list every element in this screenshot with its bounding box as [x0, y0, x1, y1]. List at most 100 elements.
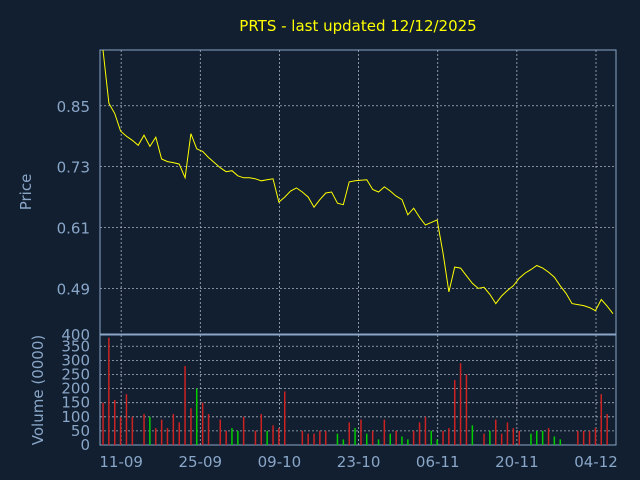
volume-bar: [272, 425, 274, 445]
volume-bar: [559, 439, 561, 445]
volume-bar: [577, 430, 579, 445]
volume-bar: [278, 428, 280, 445]
volume-bar: [160, 419, 163, 445]
date-tick-label: 06-11: [416, 453, 460, 471]
volume-bar: [436, 439, 438, 445]
date-tick-label: 20-11: [495, 453, 539, 471]
volume-bar: [119, 416, 122, 445]
volume-bar: [582, 430, 585, 445]
volume-bar: [495, 419, 497, 445]
volume-bar: [588, 430, 591, 445]
volume-bar: [231, 428, 233, 445]
volume-bar: [530, 433, 532, 445]
volume-grid: [100, 335, 616, 445]
price-tick-label: 0.73: [57, 159, 90, 177]
date-tick-label: 09-10: [258, 453, 302, 471]
volume-bar: [465, 374, 468, 445]
volume-bar: [313, 433, 315, 445]
volume-bar: [448, 428, 450, 445]
price-plot-frame: [99, 49, 617, 335]
volume-bar: [506, 422, 509, 445]
volume-bar: [260, 414, 262, 445]
date-tick-label: 23-10: [337, 453, 381, 471]
volume-bar: [325, 430, 327, 445]
price-y-ticks: 0.85 0.73 0.61 0.49 400: [57, 98, 90, 344]
price-tick-label: 0.49: [57, 280, 90, 298]
volume-bar: [354, 428, 356, 445]
volume-bar: [242, 416, 245, 445]
volume-bar: [430, 430, 432, 445]
volume-bar: [319, 430, 321, 445]
volume-bar: [371, 430, 374, 445]
volume-bar: [512, 428, 515, 445]
price-panel: 0.85 0.73 0.61 0.49 400 Price: [17, 49, 617, 344]
volume-bar: [225, 430, 227, 445]
volume-tick-label: 100: [61, 408, 90, 426]
date-x-ticks: 11-09 25-09 09-10 23-10 06-11 20-11 04-12: [99, 453, 617, 471]
volume-bar: [424, 416, 427, 445]
volume-bar: [108, 337, 110, 445]
volume-bar: [389, 433, 391, 445]
volume-bar: [348, 422, 350, 445]
date-tick-label: 04-12: [574, 453, 618, 471]
volume-bar: [155, 428, 157, 445]
volume-plot-frame: [99, 334, 617, 446]
volume-tick-label: 250: [61, 365, 90, 383]
volume-bar: [207, 414, 210, 445]
volume-bar: [219, 419, 221, 445]
volume-bar: [307, 433, 309, 445]
price-tick-label: 0.85: [57, 98, 90, 116]
volume-bar: [284, 391, 286, 445]
price-tick-label: 0.61: [57, 220, 90, 238]
volume-bar: [401, 436, 403, 445]
volume-bar: [594, 428, 597, 445]
volume-bar: [483, 433, 485, 445]
volume-bar: [336, 433, 339, 445]
volume-bar: [125, 394, 128, 445]
volume-bar: [500, 433, 503, 445]
volume-tick-label: 200: [61, 380, 90, 398]
volume-bar: [149, 416, 151, 445]
volume-tick-label: 150: [61, 394, 90, 412]
volume-bar: [454, 380, 456, 445]
volume-tick-label: 0: [80, 436, 90, 454]
volume-bar: [184, 366, 186, 445]
volume-bar: [360, 419, 362, 445]
volume-bar: [237, 430, 239, 445]
volume-bar: [600, 394, 602, 445]
volume-axis-label: Volume (0000): [29, 335, 47, 445]
volume-bar: [102, 402, 104, 445]
price-line: [102, 49, 614, 315]
volume-bar: [131, 416, 134, 445]
volume-bar: [489, 430, 491, 445]
volume-bar: [178, 422, 180, 445]
volume-bar: [366, 433, 368, 445]
price-grid: [100, 50, 616, 334]
date-tick-label: 25-09: [179, 453, 223, 471]
volume-bar: [471, 425, 474, 445]
volume-bar: [166, 428, 169, 445]
volume-bar: [201, 402, 204, 445]
volume-bar: [547, 428, 550, 445]
volume-bar: [536, 430, 538, 445]
volume-bar: [254, 430, 257, 445]
volume-bar: [418, 422, 421, 445]
volume-bar: [407, 439, 409, 445]
volume-bar: [383, 419, 386, 445]
volume-bar: [266, 430, 268, 445]
volume-tick-label: 300: [61, 351, 90, 369]
volume-bar: [553, 436, 556, 445]
volume-bar: [342, 439, 345, 445]
volume-bar: [114, 399, 116, 445]
volume-bar: [412, 430, 415, 445]
volume-bar: [196, 388, 198, 445]
volume-bar: [518, 430, 520, 445]
date-tick-label: 11-09: [99, 453, 143, 471]
volume-bar: [377, 439, 380, 445]
volume-bar: [541, 430, 544, 445]
volume-bar: [395, 430, 397, 445]
volume-bars: [102, 337, 608, 445]
